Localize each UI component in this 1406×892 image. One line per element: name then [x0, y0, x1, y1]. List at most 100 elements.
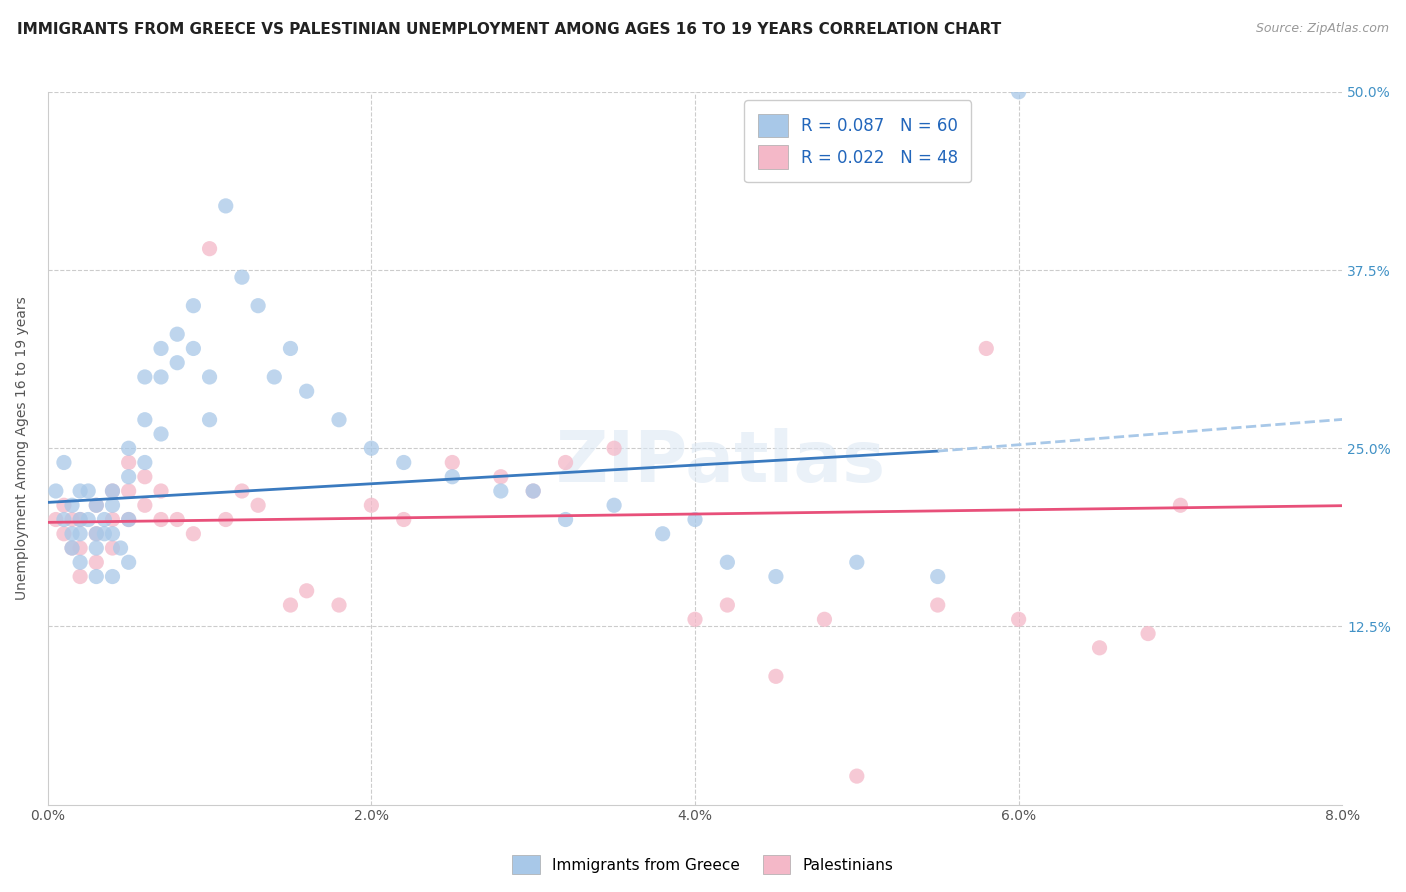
Point	[554, 512, 576, 526]
Point	[84, 498, 107, 512]
Point	[134, 498, 156, 512]
Point	[441, 469, 464, 483]
Point	[716, 598, 738, 612]
Point	[295, 384, 318, 399]
Legend: Immigrants from Greece, Palestinians: Immigrants from Greece, Palestinians	[506, 849, 900, 880]
Point	[101, 541, 124, 555]
Point	[845, 769, 868, 783]
Point	[603, 498, 626, 512]
Point	[118, 512, 141, 526]
Point	[280, 598, 302, 612]
Point	[118, 442, 141, 456]
Point	[110, 541, 132, 555]
Point	[1137, 626, 1160, 640]
Point	[150, 427, 173, 442]
Point	[651, 526, 673, 541]
Point	[522, 483, 544, 498]
Point	[360, 498, 382, 512]
Point	[77, 512, 100, 526]
Point	[183, 299, 205, 313]
Point	[69, 512, 91, 526]
Point	[52, 526, 75, 541]
Point	[93, 526, 115, 541]
Point	[45, 483, 67, 498]
Point	[84, 555, 107, 569]
Point	[45, 512, 67, 526]
Point	[101, 526, 124, 541]
Point	[134, 455, 156, 469]
Point	[101, 512, 124, 526]
Point	[101, 569, 124, 583]
Point	[489, 469, 512, 483]
Point	[328, 598, 350, 612]
Point	[84, 541, 107, 555]
Point	[101, 498, 124, 512]
Point	[150, 370, 173, 384]
Point	[603, 442, 626, 456]
Point	[118, 455, 141, 469]
Point	[84, 498, 107, 512]
Point	[198, 413, 221, 427]
Point	[166, 356, 188, 370]
Point	[52, 498, 75, 512]
Point	[231, 483, 253, 498]
Point	[198, 242, 221, 256]
Point	[716, 555, 738, 569]
Point	[166, 512, 188, 526]
Legend: R = 0.087   N = 60, R = 0.022   N = 48: R = 0.087 N = 60, R = 0.022 N = 48	[744, 100, 972, 182]
Point	[295, 583, 318, 598]
Point	[247, 498, 270, 512]
Text: ZIPatlas: ZIPatlas	[555, 428, 886, 497]
Point	[60, 526, 83, 541]
Point	[69, 526, 91, 541]
Point	[1170, 498, 1192, 512]
Point	[69, 541, 91, 555]
Text: IMMIGRANTS FROM GREECE VS PALESTINIAN UNEMPLOYMENT AMONG AGES 16 TO 19 YEARS COR: IMMIGRANTS FROM GREECE VS PALESTINIAN UN…	[17, 22, 1001, 37]
Point	[522, 483, 544, 498]
Point	[183, 342, 205, 356]
Point	[118, 512, 141, 526]
Point	[247, 299, 270, 313]
Point	[166, 327, 188, 342]
Point	[392, 455, 415, 469]
Point	[1007, 612, 1029, 626]
Point	[360, 442, 382, 456]
Point	[328, 413, 350, 427]
Point	[231, 270, 253, 285]
Point	[52, 512, 75, 526]
Point	[150, 512, 173, 526]
Point	[77, 483, 100, 498]
Point	[69, 555, 91, 569]
Point	[974, 342, 997, 356]
Point	[134, 413, 156, 427]
Point	[118, 555, 141, 569]
Point	[1007, 85, 1029, 99]
Point	[927, 598, 949, 612]
Point	[101, 483, 124, 498]
Point	[263, 370, 285, 384]
Point	[927, 569, 949, 583]
Point	[392, 512, 415, 526]
Y-axis label: Unemployment Among Ages 16 to 19 years: Unemployment Among Ages 16 to 19 years	[15, 296, 30, 600]
Point	[69, 512, 91, 526]
Point	[198, 370, 221, 384]
Point	[84, 526, 107, 541]
Point	[215, 512, 238, 526]
Point	[118, 483, 141, 498]
Point	[683, 512, 706, 526]
Point	[765, 569, 787, 583]
Point	[118, 469, 141, 483]
Point	[60, 512, 83, 526]
Point	[150, 342, 173, 356]
Point	[93, 512, 115, 526]
Point	[215, 199, 238, 213]
Point	[52, 455, 75, 469]
Point	[60, 498, 83, 512]
Point	[489, 483, 512, 498]
Point	[134, 469, 156, 483]
Point	[441, 455, 464, 469]
Point	[683, 612, 706, 626]
Point	[554, 455, 576, 469]
Point	[60, 541, 83, 555]
Point	[280, 342, 302, 356]
